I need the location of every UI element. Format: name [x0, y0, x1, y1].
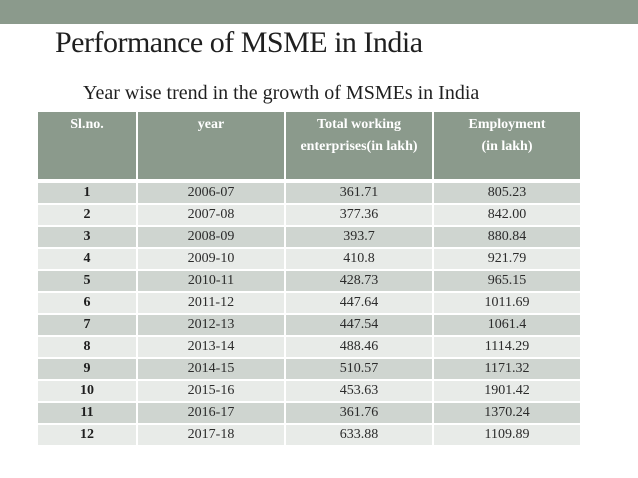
cell-employment: 842.00	[433, 204, 580, 227]
table-row: 11 2016-17 361.76 1370.24	[38, 402, 580, 425]
cell-year: 2016-17	[137, 402, 286, 425]
cell-sl-no: 8	[38, 336, 138, 359]
slide-subtitle: Year wise trend in the growth of MSMEs i…	[83, 82, 480, 104]
table-header: Sl.no. year Total working enterprises(in la…	[38, 112, 580, 181]
cell-sl-no: 2	[38, 204, 138, 227]
cell-employment: 880.84	[433, 226, 580, 249]
cell-sl-no: 6	[38, 292, 138, 315]
table-row: 7 2012-13 447.54 1061.4	[38, 314, 580, 337]
cell-sl-no: 5	[38, 270, 138, 293]
cell-total-enterprises: 410.8	[285, 248, 434, 271]
cell-sl-no: 4	[38, 248, 138, 271]
table-row: 12 2017-18 633.88 1109.89	[38, 424, 580, 447]
cell-total-enterprises: 510.57	[285, 358, 434, 381]
cell-employment: 1171.32	[433, 358, 580, 381]
cell-sl-no: 3	[38, 226, 138, 249]
table-row: 1 2006-07 361.71 805.23	[38, 181, 580, 205]
header-total-enterprises: Total working enterprises(in lakh)	[285, 112, 434, 181]
cell-employment: 805.23	[433, 181, 580, 205]
table-row: 10 2015-16 453.63 1901.42	[38, 380, 580, 403]
cell-year: 2017-18	[137, 424, 286, 447]
header-employment: Employment (in lakh)	[433, 112, 580, 181]
header-year: year	[137, 112, 286, 181]
top-accent-bar	[0, 0, 638, 24]
cell-total-enterprises: 428.73	[285, 270, 434, 293]
cell-sl-no: 11	[38, 402, 138, 425]
msme-table: Sl.no. year Total working enterprises(in la…	[38, 112, 580, 447]
cell-employment: 965.15	[433, 270, 580, 293]
header-sl-no: Sl.no.	[38, 112, 138, 181]
table-row: 8 2013-14 488.46 1114.29	[38, 336, 580, 359]
header-text: Employment	[468, 117, 546, 132]
header-text: Total working	[317, 117, 401, 132]
cell-total-enterprises: 447.64	[285, 292, 434, 315]
cell-total-enterprises: 361.76	[285, 402, 434, 425]
cell-sl-no: 10	[38, 380, 138, 403]
table-row: 4 2009-10 410.8 921.79	[38, 248, 580, 271]
header-text: (in lakh)	[481, 139, 533, 154]
cell-total-enterprises: 633.88	[285, 424, 434, 447]
table-row: 5 2010-11 428.73 965.15	[38, 270, 580, 293]
cell-year: 2013-14	[137, 336, 286, 359]
cell-total-enterprises: 488.46	[285, 336, 434, 359]
cell-year: 2008-09	[137, 226, 286, 249]
cell-year: 2012-13	[137, 314, 286, 337]
cell-employment: 1011.69	[433, 292, 580, 315]
cell-year: 2015-16	[137, 380, 286, 403]
table-row: 9 2014-15 510.57 1171.32	[38, 358, 580, 381]
cell-employment: 1901.42	[433, 380, 580, 403]
cell-year: 2010-11	[137, 270, 286, 293]
cell-sl-no: 1	[38, 181, 138, 205]
header-text: Sl.no.	[70, 117, 104, 132]
cell-employment: 1370.24	[433, 402, 580, 425]
cell-total-enterprises: 377.36	[285, 204, 434, 227]
header-row: Sl.no. year Total working enterprises(in la…	[38, 112, 580, 181]
cell-total-enterprises: 361.71	[285, 181, 434, 205]
cell-year: 2007-08	[137, 204, 286, 227]
cell-sl-no: 7	[38, 314, 138, 337]
cell-year: 2006-07	[137, 181, 286, 205]
table-body: 1 2006-07 361.71 805.23 2 2007-08 377.36 842.00…	[38, 181, 580, 447]
table-row: 2 2007-08 377.36 842.00	[38, 204, 580, 227]
header-text: year	[197, 117, 225, 132]
cell-sl-no: 12	[38, 424, 138, 447]
cell-year: 2011-12	[137, 292, 286, 315]
cell-employment: 921.79	[433, 248, 580, 271]
cell-year: 2009-10	[137, 248, 286, 271]
table-row: 3 2008-09 393.7 880.84	[38, 226, 580, 249]
cell-total-enterprises: 453.63	[285, 380, 434, 403]
cell-employment: 1109.89	[433, 424, 580, 447]
header-text: enterprises(in lakh)	[300, 139, 418, 154]
slide-title: Performance of MSME in India	[55, 26, 423, 59]
cell-year: 2014-15	[137, 358, 286, 381]
cell-employment: 1061.4	[433, 314, 580, 337]
cell-sl-no: 9	[38, 358, 138, 381]
cell-total-enterprises: 393.7	[285, 226, 434, 249]
table-row: 6 2011-12 447.64 1011.69	[38, 292, 580, 315]
cell-total-enterprises: 447.54	[285, 314, 434, 337]
cell-employment: 1114.29	[433, 336, 580, 359]
